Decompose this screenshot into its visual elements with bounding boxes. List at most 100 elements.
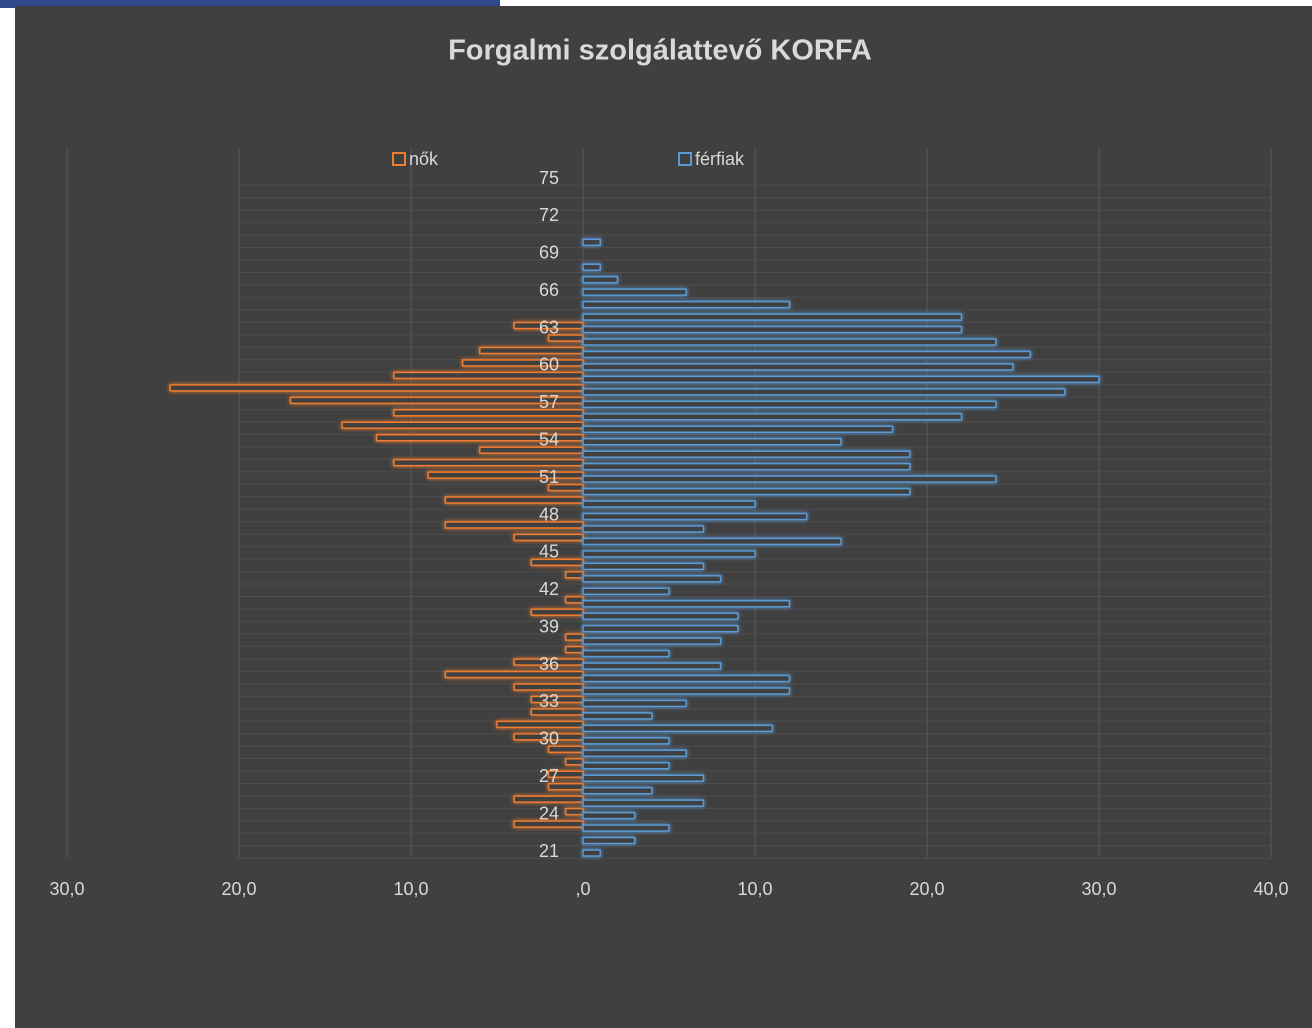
bar xyxy=(582,575,722,583)
bar xyxy=(341,421,584,430)
bar xyxy=(530,558,584,567)
bar xyxy=(582,712,653,720)
bar xyxy=(513,795,584,803)
bar xyxy=(513,820,584,828)
x-tick-label: 40,0 xyxy=(1253,879,1288,899)
bar xyxy=(582,500,756,508)
bar xyxy=(582,437,842,446)
bar xyxy=(513,533,584,542)
bar xyxy=(582,537,842,546)
bar xyxy=(582,413,963,421)
y-tick-label: 45 xyxy=(539,542,559,562)
bar xyxy=(582,587,670,596)
x-tick-label: 20,0 xyxy=(909,879,944,899)
bar xyxy=(565,571,584,579)
bar xyxy=(565,595,584,604)
chart-title: Forgalmi szolgálattevő KORFA xyxy=(448,35,872,67)
bar xyxy=(547,483,584,492)
bar xyxy=(582,599,791,608)
bar xyxy=(582,749,687,758)
y-tick-label: 27 xyxy=(539,766,559,786)
legend-swatch xyxy=(392,152,406,166)
x-tick-label: 10,0 xyxy=(737,879,772,899)
y-tick-label: 66 xyxy=(539,280,559,300)
bar xyxy=(444,521,584,529)
bar xyxy=(565,807,584,816)
bar xyxy=(461,359,584,367)
bar xyxy=(393,371,584,380)
y-tick-label: 51 xyxy=(539,467,559,487)
bar xyxy=(582,762,670,770)
bar xyxy=(582,562,705,571)
bar xyxy=(547,745,584,754)
bar xyxy=(547,770,584,778)
bar xyxy=(582,649,670,658)
y-tick-label: 42 xyxy=(539,579,559,599)
bar xyxy=(582,475,997,483)
bar xyxy=(582,487,911,496)
bar xyxy=(582,674,791,683)
bar xyxy=(582,313,963,321)
bar xyxy=(582,737,670,745)
bar xyxy=(582,724,773,733)
y-tick-label: 24 xyxy=(539,803,559,823)
bar xyxy=(393,458,584,467)
bar xyxy=(582,300,791,309)
bar xyxy=(479,446,584,454)
x-tick-label: 30,0 xyxy=(1081,879,1116,899)
bar xyxy=(582,238,601,247)
y-tick-label: 72 xyxy=(539,205,559,225)
bar xyxy=(582,263,601,271)
x-tick-label: ,0 xyxy=(575,879,590,899)
bar xyxy=(582,350,1031,359)
bar xyxy=(582,774,705,782)
bar xyxy=(582,512,808,521)
bar xyxy=(582,325,963,334)
window-tab xyxy=(0,0,500,8)
bar xyxy=(565,645,584,654)
bar xyxy=(582,811,636,820)
y-tick-label: 39 xyxy=(539,616,559,636)
legend-label: férfiak xyxy=(695,149,745,169)
bar xyxy=(530,708,584,716)
bar xyxy=(582,824,670,832)
bar xyxy=(582,799,705,807)
bar xyxy=(375,433,584,442)
y-tick-label: 33 xyxy=(539,691,559,711)
bar xyxy=(513,658,584,666)
bar xyxy=(530,608,584,616)
bar xyxy=(582,388,1066,396)
bar xyxy=(582,462,911,471)
y-tick-label: 21 xyxy=(539,841,559,861)
y-tick-label: 54 xyxy=(539,429,559,449)
bar xyxy=(513,733,584,741)
bar xyxy=(582,363,1014,371)
y-tick-label: 60 xyxy=(539,355,559,375)
bars xyxy=(169,238,1100,857)
bar xyxy=(582,400,997,409)
bar xyxy=(582,849,601,857)
y-tick-label: 75 xyxy=(539,168,559,188)
bar xyxy=(582,375,1100,384)
bar xyxy=(393,409,584,417)
grid xyxy=(66,148,1272,859)
bar xyxy=(582,624,739,633)
bar xyxy=(582,612,739,620)
y-tick-label: 48 xyxy=(539,504,559,524)
legend-swatch xyxy=(678,152,692,166)
bar xyxy=(565,633,584,641)
bar xyxy=(582,662,722,670)
bar xyxy=(169,384,584,392)
legend-label: nők xyxy=(409,149,439,169)
bar xyxy=(582,425,894,434)
bar xyxy=(547,782,584,791)
bar xyxy=(582,550,756,558)
x-tick-label: 20,0 xyxy=(221,879,256,899)
bar xyxy=(479,346,584,355)
bar xyxy=(496,720,584,729)
bar xyxy=(582,338,997,346)
y-tick-label: 36 xyxy=(539,654,559,674)
bar xyxy=(565,758,584,766)
bar xyxy=(582,275,619,284)
